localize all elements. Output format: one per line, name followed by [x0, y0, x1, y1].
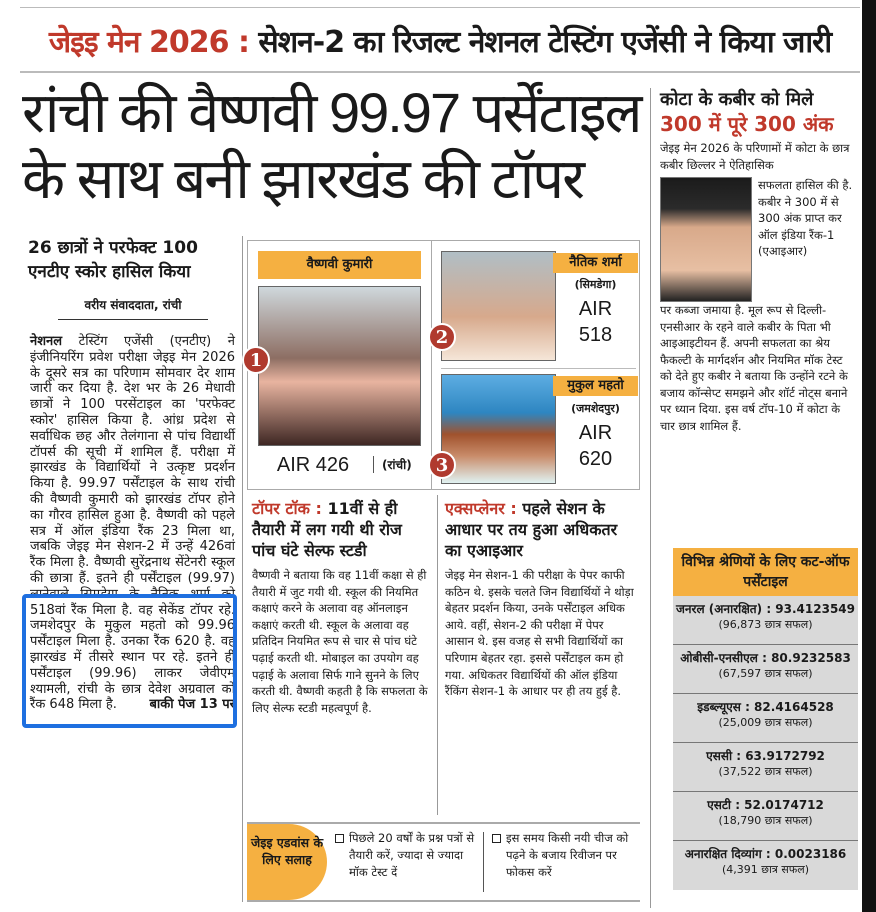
cutoff-row: इडब्ल्यूएस : 82.4164528 (25,009 छात्र सफल… [673, 694, 858, 743]
cutoff-passed: (18,790 छात्र सफल) [718, 814, 813, 827]
cutoff-value: अनारक्षित दिव्यांग : 0.0023186 [684, 847, 847, 861]
topper-air: AIR 426 [276, 454, 350, 476]
headline-line-2: के साथ बनी झारखंड की टॉपर [22, 147, 585, 210]
cutoff-value: ओबीसी-एनसीएल : 80.9232583 [680, 651, 851, 665]
cutoff-row: एससी : 63.9172792 (37,522 छात्र सफल) [673, 743, 858, 792]
byline: वरीय संवाददाता, रांची [58, 296, 208, 320]
cutoff-value: एससी : 63.9172792 [706, 749, 825, 763]
topper-talk-title: टॉपर टॉक : 11वीं से ही तैयारी में लग गयी… [252, 499, 402, 560]
cutoff-passed: (96,873 छात्र सफल) [718, 618, 813, 631]
kota-story: कोटा के कबीर को मिले 300 में पूरे 300 अं… [660, 88, 858, 434]
top-rule [20, 7, 860, 8]
topper-name: वैष्णवी कुमारी [258, 251, 421, 279]
topper-city: (जमशेदपुर) [571, 402, 620, 415]
rank-badge: 3 [428, 451, 456, 479]
topper-city: (सिमडेगा) [574, 278, 617, 291]
headline-line-1: रांची की वैष्णवी 99.97 पर्सेंटाइल [22, 81, 643, 144]
advice-label: जेइइ एडवांस के लिए सलाह [247, 824, 327, 900]
rank-badge: 1 [242, 346, 270, 374]
highlight-box [22, 594, 237, 728]
topper-photo-2 [441, 251, 556, 361]
explainer-body: जेइइ मेन सेशन-1 की परीक्षा के पेपर काफी … [445, 568, 634, 699]
cutoff-passed: (25,009 छात्र सफल) [718, 716, 813, 729]
cutoff-row: ओबीसी-एनसीएल : 80.9232583 (67,597 छात्र स… [673, 645, 858, 694]
kicker-text: सेशन-2 का रिजल्ट नेशनल टेस्टिंग एजेंसी न… [248, 25, 832, 60]
advice-tip: पिछले 20 वर्षों के प्रश्न पत्रों से तैया… [327, 824, 483, 900]
cutoff-value: इडब्ल्यूएस : 82.4164528 [697, 700, 834, 714]
checkbox-icon [335, 834, 344, 843]
rank-badge: 2 [428, 323, 456, 351]
checkbox-icon [492, 834, 501, 843]
kota-intro: जेइइ मेन 2026 के परिणामों में कोटा के छा… [660, 141, 850, 172]
kicker-rule [20, 71, 860, 73]
topper-photo-3 [441, 374, 556, 484]
lead-subheadline: 26 छात्रों ने परफेक्ट 100 एनटीए स्कोर हा… [28, 238, 198, 282]
cutoff-row: अनारक्षित दिव्यांग : 0.0023186 (4,391 छात… [673, 841, 858, 890]
cutoff-value: एसटी : 52.0174712 [707, 798, 824, 812]
cutoff-passed: (4,391 छात्र सफल) [721, 863, 810, 876]
explainer-story: एक्सप्लेनर : पहले सेशन के आधार पर तय हुआ… [445, 498, 635, 700]
cutoff-passed: (37,522 छात्र सफल) [718, 765, 813, 778]
explainer-title: एक्सप्लेनर : पहले सेशन के आधार पर तय हुआ… [445, 499, 618, 560]
lead-story-body: नेशनल टेस्टिंग एजेंसी (एनटीए) ने इंजीनिय… [30, 334, 235, 713]
topper-talk-story: टॉपर टॉक : 11वीं से ही तैयारी में लग गयी… [252, 498, 430, 716]
kota-beside-photo: सफलता हासिल की है. कबीर ने 300 में से 30… [758, 178, 853, 258]
lead-word: नेशनल [30, 334, 63, 349]
toppers-panel: वैष्णवी कुमारी 1 AIR 426 (रांची) 2 नैतिक… [242, 240, 640, 490]
topper-photo-1 [258, 286, 421, 446]
kota-body: पर कब्जा जमाया है. मूल रूप से दिल्ली-एनस… [660, 303, 848, 433]
kicker-label: जेइइ मेन 2026 : [48, 25, 250, 60]
lead-text: टेस्टिंग एजेंसी (एनटीए) ने इंजीनियरिंग प… [30, 334, 235, 713]
topper-air: 620 [578, 448, 613, 470]
kicker-headline: जेइइ मेन 2026 : सेशन-2 का रिजल्ट नेशनल ट… [20, 20, 860, 61]
page-edge [862, 0, 876, 912]
topper-city: (रांची) [373, 456, 412, 473]
topper-name: मुकुल महतो [553, 376, 638, 396]
cutoff-row: जनरल (अनारक्षित) : 93.4123549 (96,873 छात… [673, 596, 858, 645]
column-divider [650, 88, 651, 908]
continued-note: बाकी पेज 13 पर [149, 697, 235, 713]
topper-talk-body: वैष्णवी ने बताया कि वह 11वीं कक्षा से ही… [252, 568, 428, 715]
kota-title-highlight: 300 में पूरे 300 अंक [660, 112, 834, 136]
cutoff-passed: (67,597 छात्र सफल) [718, 667, 813, 680]
topper-name: नैतिक शर्मा [553, 253, 638, 273]
topper-air: 518 [578, 324, 613, 346]
column-divider [437, 495, 438, 815]
cutoff-title: विभिन्न श्रेणियों के लिए कट-ऑफ पर्सेंटाइ… [673, 548, 858, 596]
kabir-photo [660, 177, 752, 302]
topper-air-label: AIR [578, 298, 613, 320]
cutoff-table: विभिन्न श्रेणियों के लिए कट-ऑफ पर्सेंटाइ… [673, 548, 858, 890]
page-headline: रांची की वैष्णवी 99.97 पर्सेंटाइल के साथ… [22, 80, 643, 212]
cutoff-value: जनरल (अनारक्षित) : 93.4123549 [675, 602, 855, 616]
kota-title: कोटा के कबीर को मिले [660, 89, 814, 110]
column-divider [242, 236, 243, 902]
topper-air-label: AIR [578, 422, 613, 444]
advice-box: जेइइ एडवांस के लिए सलाह पिछले 20 वर्षों … [247, 822, 640, 902]
advice-tip: इस समय किसी नयी चीज को पढ़ने के बजाय रिव… [484, 824, 640, 900]
cutoff-row: एसटी : 52.0174712 (18,790 छात्र सफल) [673, 792, 858, 841]
